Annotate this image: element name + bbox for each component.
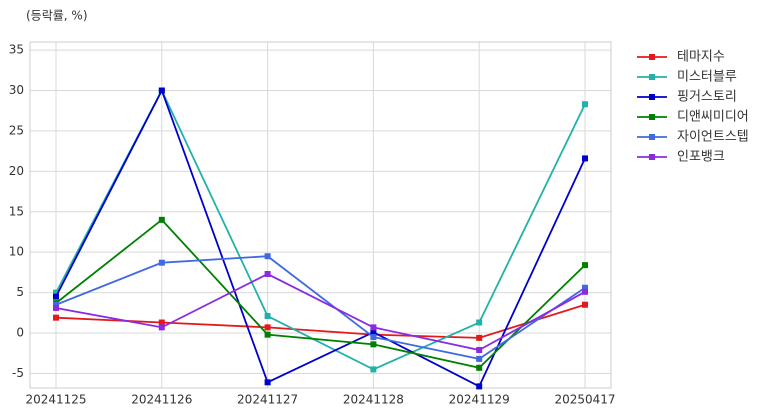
legend-marker: [649, 54, 655, 60]
legend-marker: [649, 134, 655, 140]
marker: [582, 301, 588, 308]
legend-marker: [649, 74, 655, 80]
y-tick-label: 5: [16, 285, 24, 299]
legend-label: 디앤씨미디어: [677, 110, 749, 125]
marker: [264, 379, 271, 386]
x-tick-label: 20241127: [237, 393, 298, 407]
marker: [476, 334, 483, 341]
marker: [158, 319, 165, 326]
y-tick-label: 30: [9, 83, 24, 97]
plot-frame: [29, 41, 612, 389]
marker: [582, 155, 588, 162]
legend-marker: [649, 114, 655, 120]
marker: [264, 313, 271, 320]
series-line: [55, 255, 586, 360]
x-tick-label: 20241125: [25, 393, 86, 407]
marker: [53, 304, 59, 311]
series-line: [55, 218, 586, 369]
marker: [370, 329, 377, 336]
y-tick-label: 10: [9, 245, 24, 259]
x-tick-label: 20241126: [131, 393, 192, 407]
marker: [476, 355, 483, 362]
marker: [370, 341, 377, 348]
legend-label: 인포뱅크: [677, 150, 725, 165]
marker: [582, 262, 588, 269]
marker: [53, 293, 59, 300]
marker: [370, 366, 377, 373]
marker: [264, 271, 271, 278]
marker: [264, 324, 271, 331]
y-tick-label: -5: [12, 366, 24, 380]
marker: [158, 259, 165, 266]
chart-title: (등락률, %): [26, 9, 88, 23]
legend-marker: [649, 154, 655, 160]
series-line: [55, 273, 586, 351]
x-tick-label: 20241128: [343, 393, 404, 407]
marker: [53, 289, 59, 296]
marker: [476, 364, 483, 371]
marker: [476, 347, 483, 354]
y-tick-label: 35: [9, 43, 24, 57]
marker: [158, 87, 165, 94]
marker: [158, 216, 165, 223]
x-tick-label: 20241129: [449, 393, 510, 407]
series-line: [55, 88, 586, 388]
marker: [582, 284, 588, 291]
marker: [370, 334, 377, 341]
marker: [53, 314, 59, 321]
marker: [476, 319, 483, 326]
y-tick-label: 20: [9, 164, 24, 178]
marker: [476, 383, 483, 390]
series-line: [55, 303, 586, 339]
marker: [582, 101, 588, 108]
marker: [158, 324, 165, 331]
y-tick-label: 15: [9, 204, 24, 218]
y-tick-label: 25: [9, 123, 24, 137]
legend-marker: [649, 94, 655, 100]
legend-label: 미스터블루: [677, 70, 737, 85]
marker: [264, 253, 271, 260]
marker: [264, 331, 271, 338]
marker: [370, 324, 377, 331]
legend-label: 테마지수: [677, 50, 725, 65]
legend-label: 자이언트스텝: [677, 130, 749, 145]
marker: [582, 288, 588, 295]
x-tick-label: 20250417: [554, 393, 615, 407]
marker: [53, 301, 59, 308]
legend-label: 핑거스토리: [677, 90, 737, 105]
y-tick-label: 0: [16, 326, 24, 340]
